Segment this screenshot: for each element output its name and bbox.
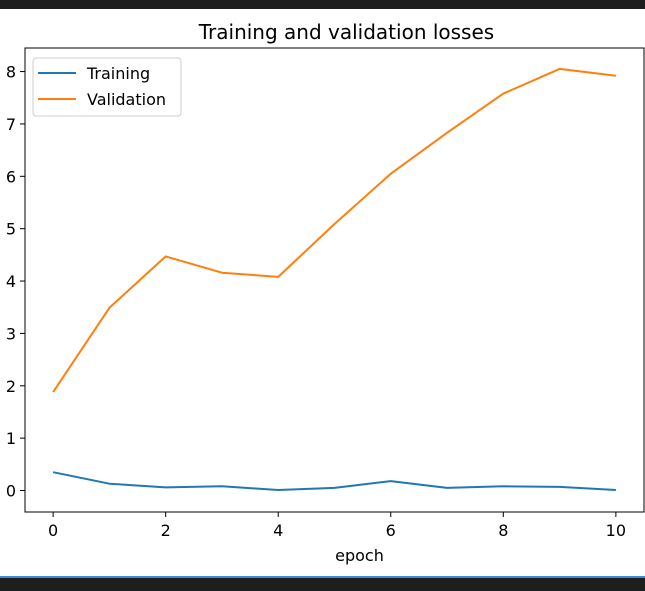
x-tick-label: 6 — [386, 521, 396, 540]
y-tick-label: 0 — [6, 482, 16, 501]
figure-canvas: Training and validation losses epoch 0 2 4… — [0, 9, 645, 576]
y-tick-label: 8 — [6, 63, 16, 82]
series-line-validation — [52, 67, 617, 393]
y-tick-label: 2 — [6, 377, 16, 396]
y-tick-label: 5 — [6, 220, 16, 239]
bottom-accent-line — [0, 576, 645, 578]
x-axis-ticks: 0 2 4 6 8 10 — [48, 512, 626, 540]
y-tick-label: 3 — [6, 324, 16, 343]
series-line-training — [52, 471, 616, 491]
legend-label-training: Training — [86, 64, 150, 83]
x-tick-label: 0 — [48, 521, 58, 540]
x-tick-label: 10 — [606, 521, 626, 540]
legend: Training Validation — [32, 57, 182, 117]
loss-chart: Training and validation losses epoch 0 2 4… — [6, 20, 645, 565]
x-tick-label: 2 — [161, 521, 171, 540]
y-tick-label: 6 — [6, 167, 16, 186]
y-axis-ticks: 0 1 2 3 4 5 6 7 8 — [6, 63, 25, 501]
chart-title: Training and validation losses — [198, 20, 494, 44]
series-lines — [52, 67, 617, 491]
plot-frame — [24, 47, 645, 513]
bottom-dark-bar — [0, 576, 645, 591]
x-tick-label: 4 — [273, 521, 283, 540]
y-tick-label: 4 — [6, 272, 16, 291]
x-axis-label: epoch — [335, 546, 384, 565]
x-tick-label: 8 — [498, 521, 508, 540]
top-dark-bar — [0, 0, 645, 9]
y-tick-label: 7 — [6, 115, 16, 134]
legend-label-validation: Validation — [87, 90, 166, 109]
y-tick-label: 1 — [6, 429, 16, 448]
